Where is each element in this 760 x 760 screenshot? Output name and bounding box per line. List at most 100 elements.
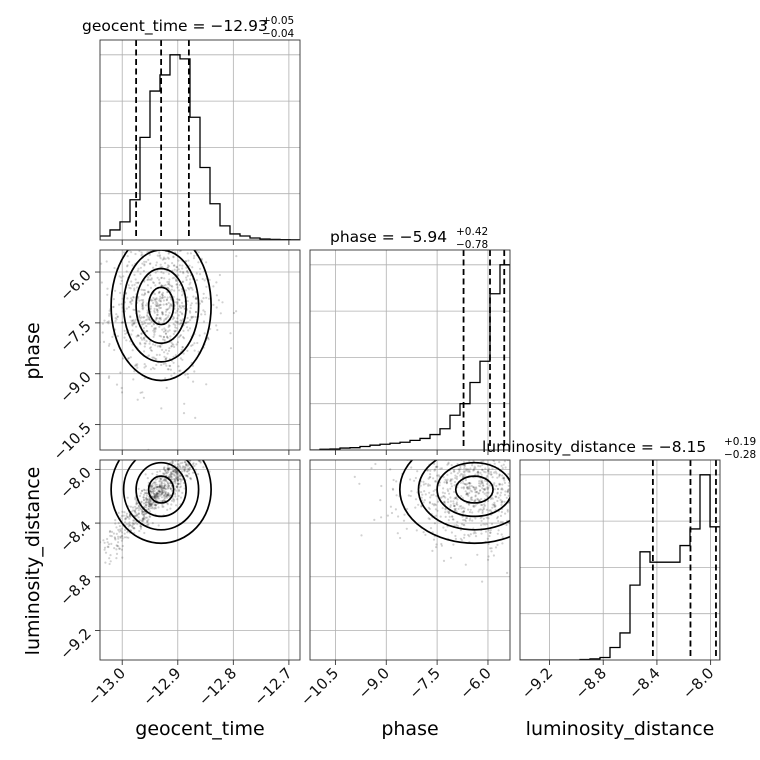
sample-point [391, 487, 394, 490]
sample-point [149, 274, 152, 277]
sample-point [496, 543, 499, 547]
sample-point [103, 319, 106, 322]
sample-point [148, 318, 151, 321]
sample-point [464, 469, 467, 472]
sample-point [184, 289, 188, 292]
sample-point [128, 517, 131, 520]
sample-point [458, 470, 461, 473]
sample-point [155, 488, 158, 491]
sample-point [145, 489, 148, 492]
sample-point [148, 322, 151, 325]
sample-point [116, 335, 119, 338]
sample-point [353, 475, 356, 478]
sample-point [458, 505, 461, 508]
sample-point [449, 505, 452, 509]
sample-point [136, 366, 139, 369]
sample-point [189, 453, 191, 455]
sample-point [463, 482, 466, 486]
sample-point [178, 474, 181, 477]
sample-point [177, 274, 180, 277]
sample-point [156, 269, 159, 272]
sample-point [162, 362, 165, 365]
sample-point [481, 468, 484, 471]
sample-point [156, 309, 159, 312]
sample-point [158, 307, 161, 310]
sample-point [189, 286, 192, 289]
sample-point [186, 241, 188, 243]
sample-point [515, 535, 517, 537]
sample-point [473, 488, 476, 491]
sample-point [164, 284, 167, 287]
sample-point [181, 313, 184, 316]
sample-point [205, 285, 208, 288]
sample-point [177, 482, 180, 485]
sample-point [155, 494, 158, 498]
sample-point [479, 442, 481, 444]
sample-point [180, 348, 183, 351]
sample-point [173, 345, 176, 348]
sample-point [471, 434, 473, 436]
sample-point [137, 297, 140, 300]
sample-point [167, 325, 170, 329]
sample-point [186, 349, 189, 352]
sample-point [181, 294, 184, 297]
sample-point [455, 475, 459, 478]
sample-point [141, 303, 144, 306]
sample-point [109, 554, 112, 557]
sample-point [498, 461, 501, 464]
sample-point [511, 477, 513, 479]
sample-point [200, 313, 203, 316]
sample-point [506, 427, 508, 429]
sample-point [130, 297, 133, 300]
sample-point [140, 332, 143, 335]
sample-point [168, 305, 171, 308]
sample-point [154, 504, 158, 507]
sample-point [506, 508, 509, 511]
sample-point [141, 308, 144, 311]
sample-point [181, 290, 184, 293]
sample-point [131, 524, 134, 528]
sample-point [493, 462, 496, 465]
sample-point [185, 463, 188, 466]
sample-point [170, 288, 173, 291]
sample-point [183, 402, 186, 405]
sample-point [117, 522, 120, 525]
sample-point [136, 334, 139, 337]
sample-point [432, 477, 435, 480]
sample-point [164, 471, 167, 474]
sample-point [496, 431, 498, 433]
sample-point [117, 545, 120, 548]
sample-point [195, 447, 197, 449]
sample-point [467, 470, 470, 473]
sample-point [182, 305, 185, 308]
sample-point [197, 438, 199, 440]
sample-point [131, 320, 134, 323]
sample-point [131, 324, 134, 327]
sample-point [454, 507, 457, 510]
sample-point [156, 304, 159, 307]
sample-point [424, 482, 427, 485]
sample-point [469, 482, 472, 485]
sample-point [449, 496, 452, 499]
sample-point [153, 506, 157, 509]
sample-point [501, 520, 504, 524]
sample-point [144, 473, 147, 476]
sample-point [489, 473, 493, 476]
sample-point [146, 278, 149, 282]
sample-point [203, 429, 205, 431]
sample-point [163, 493, 166, 496]
sample-point [481, 487, 484, 490]
sample-point [117, 541, 120, 544]
sample-point [158, 483, 161, 486]
xtick-label-luminosity_distance: −8.8 [572, 664, 610, 702]
sample-point [203, 332, 206, 335]
sample-point [500, 501, 503, 504]
sample-point [160, 492, 163, 495]
sample-point [188, 467, 191, 470]
sample-point [117, 535, 120, 538]
sample-point [476, 445, 478, 447]
sample-point [181, 461, 184, 464]
sample-point [458, 468, 461, 471]
sample-point [132, 527, 136, 530]
sample-point [444, 508, 447, 511]
